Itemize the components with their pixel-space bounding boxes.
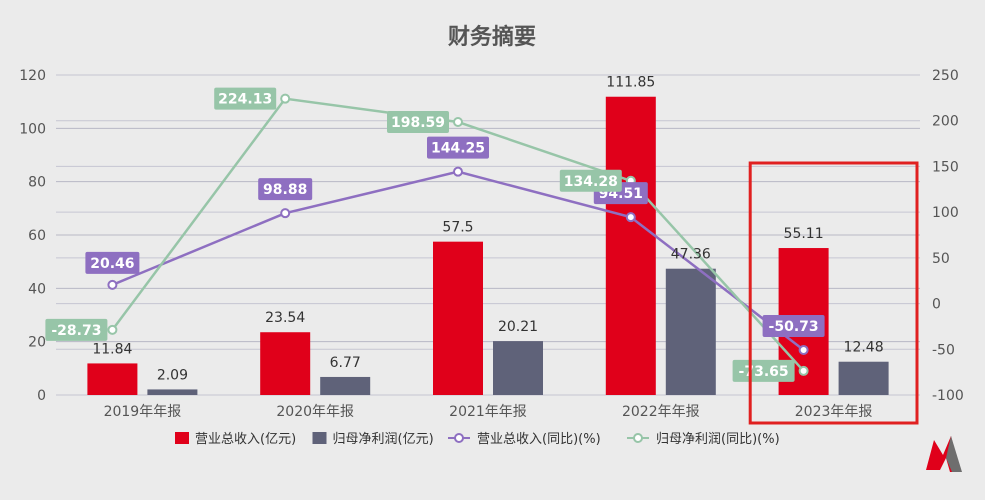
left-tick-label: 0	[37, 388, 46, 404]
chart-title: 财务摘要	[448, 24, 536, 50]
bar	[605, 96, 656, 395]
bar	[260, 332, 311, 395]
line-value-pill	[45, 318, 108, 341]
right-tick-label: 100	[932, 205, 959, 221]
left-tick-label: 40	[28, 281, 46, 297]
x-tick-label: 2021年年报	[449, 404, 527, 420]
bar	[665, 268, 716, 395]
legend-label: 营业总收入(亿元)	[195, 432, 296, 447]
x-tick-label: 2023年年报	[795, 404, 873, 420]
highlight-rect	[748, 161, 919, 425]
legend-label: 归母净利润(亿元)	[333, 432, 434, 447]
right-tick-label: 50	[932, 251, 950, 267]
line-value-label: -73.65	[739, 364, 789, 380]
series-point	[107, 279, 118, 290]
line-value-pill	[762, 314, 825, 337]
left-tick-label: 80	[28, 175, 46, 191]
right-axis-ticks: -100 -50 0 50 100 150 200 250	[932, 68, 964, 404]
bar	[320, 376, 371, 395]
series-point	[798, 365, 809, 376]
line-value-label: 134.28	[564, 174, 618, 190]
right-tick-label: 200	[932, 114, 959, 130]
bar	[838, 361, 889, 395]
series-point	[107, 324, 118, 335]
bar-value-label: 57.5	[442, 220, 473, 236]
line-value-pill	[559, 169, 622, 192]
bar-value-label: 2.09	[157, 367, 188, 383]
line-series	[107, 93, 809, 376]
series-point	[453, 166, 463, 177]
series-point	[280, 93, 291, 104]
brand-logo	[926, 436, 962, 472]
right-tick-label: -50	[932, 342, 955, 358]
x-axis-ticks: 2019年年报 2020年年报 2021年年报 2022年年报 2023年年报	[104, 404, 873, 420]
bar-value-label: 6.77	[330, 355, 361, 371]
bar-value-label: 20.21	[498, 319, 538, 335]
line-value-pill	[427, 136, 489, 159]
x-tick-label: 2019年年报	[104, 404, 182, 420]
brand-logo-shadow	[946, 436, 962, 472]
line-value-pill	[258, 178, 313, 201]
left-axis-ticks: 0 20 40 60 80 100 120	[19, 68, 46, 404]
legend-swatch	[312, 432, 327, 444]
line-value-label: 144.25	[431, 141, 485, 157]
highlight-box	[748, 161, 919, 425]
legend-label: 营业总收入(同比)(%)	[477, 432, 601, 447]
bar-value-label: 11.84	[92, 341, 132, 357]
legend[interactable]: 营业总收入(亿元) 归母净利润(亿元) 营业总收入(同比)(%) 归母净利润(同比)(…	[175, 432, 780, 447]
legend-marker	[633, 433, 643, 443]
line-value-label: 224.13	[218, 92, 272, 108]
bar-value-label: 55.11	[784, 226, 824, 242]
series-point	[280, 208, 291, 219]
right-tick-label: 250	[932, 68, 959, 84]
series-point	[453, 117, 463, 128]
data-labels: 11.84 23.54 57.5 111.85 55.11 2.09 6.77 20.21 47…	[45, 75, 884, 383]
bar	[147, 389, 198, 395]
bar-value-label: 23.54	[265, 310, 305, 326]
series-point	[798, 344, 809, 355]
bar	[493, 341, 543, 395]
legend-swatch	[175, 432, 189, 444]
legend-label: 归母净利润(同比)(%)	[656, 432, 780, 447]
left-tick-label: 60	[28, 228, 46, 244]
line-value-label: -28.73	[51, 323, 101, 339]
bar-value-label: 111.85	[606, 75, 655, 91]
line-value-label: 198.59	[391, 115, 445, 131]
line-value-pill	[387, 111, 449, 134]
line-value-label: -50.73	[769, 319, 819, 335]
x-tick-label: 2022年年报	[622, 404, 700, 420]
line-value-label: 98.88	[263, 182, 307, 198]
right-tick-label: -100	[932, 388, 964, 404]
line-value-pill	[214, 87, 277, 110]
bar	[87, 363, 138, 395]
bar	[433, 241, 483, 395]
right-tick-label: 150	[932, 159, 959, 175]
line-value-label: 20.46	[90, 256, 134, 272]
legend-marker	[454, 433, 464, 443]
bar-value-label: 47.36	[671, 247, 711, 263]
left-tick-label: 100	[19, 121, 46, 137]
x-tick-label: 2020年年报	[276, 404, 354, 420]
right-tick-label: 0	[932, 297, 941, 313]
series-point	[625, 212, 636, 223]
bar-value-label: 12.48	[844, 340, 884, 356]
left-tick-label: 120	[19, 68, 46, 84]
line-value-pill	[732, 359, 795, 382]
left-tick-label: 20	[28, 335, 46, 351]
line-value-pill	[85, 251, 140, 274]
